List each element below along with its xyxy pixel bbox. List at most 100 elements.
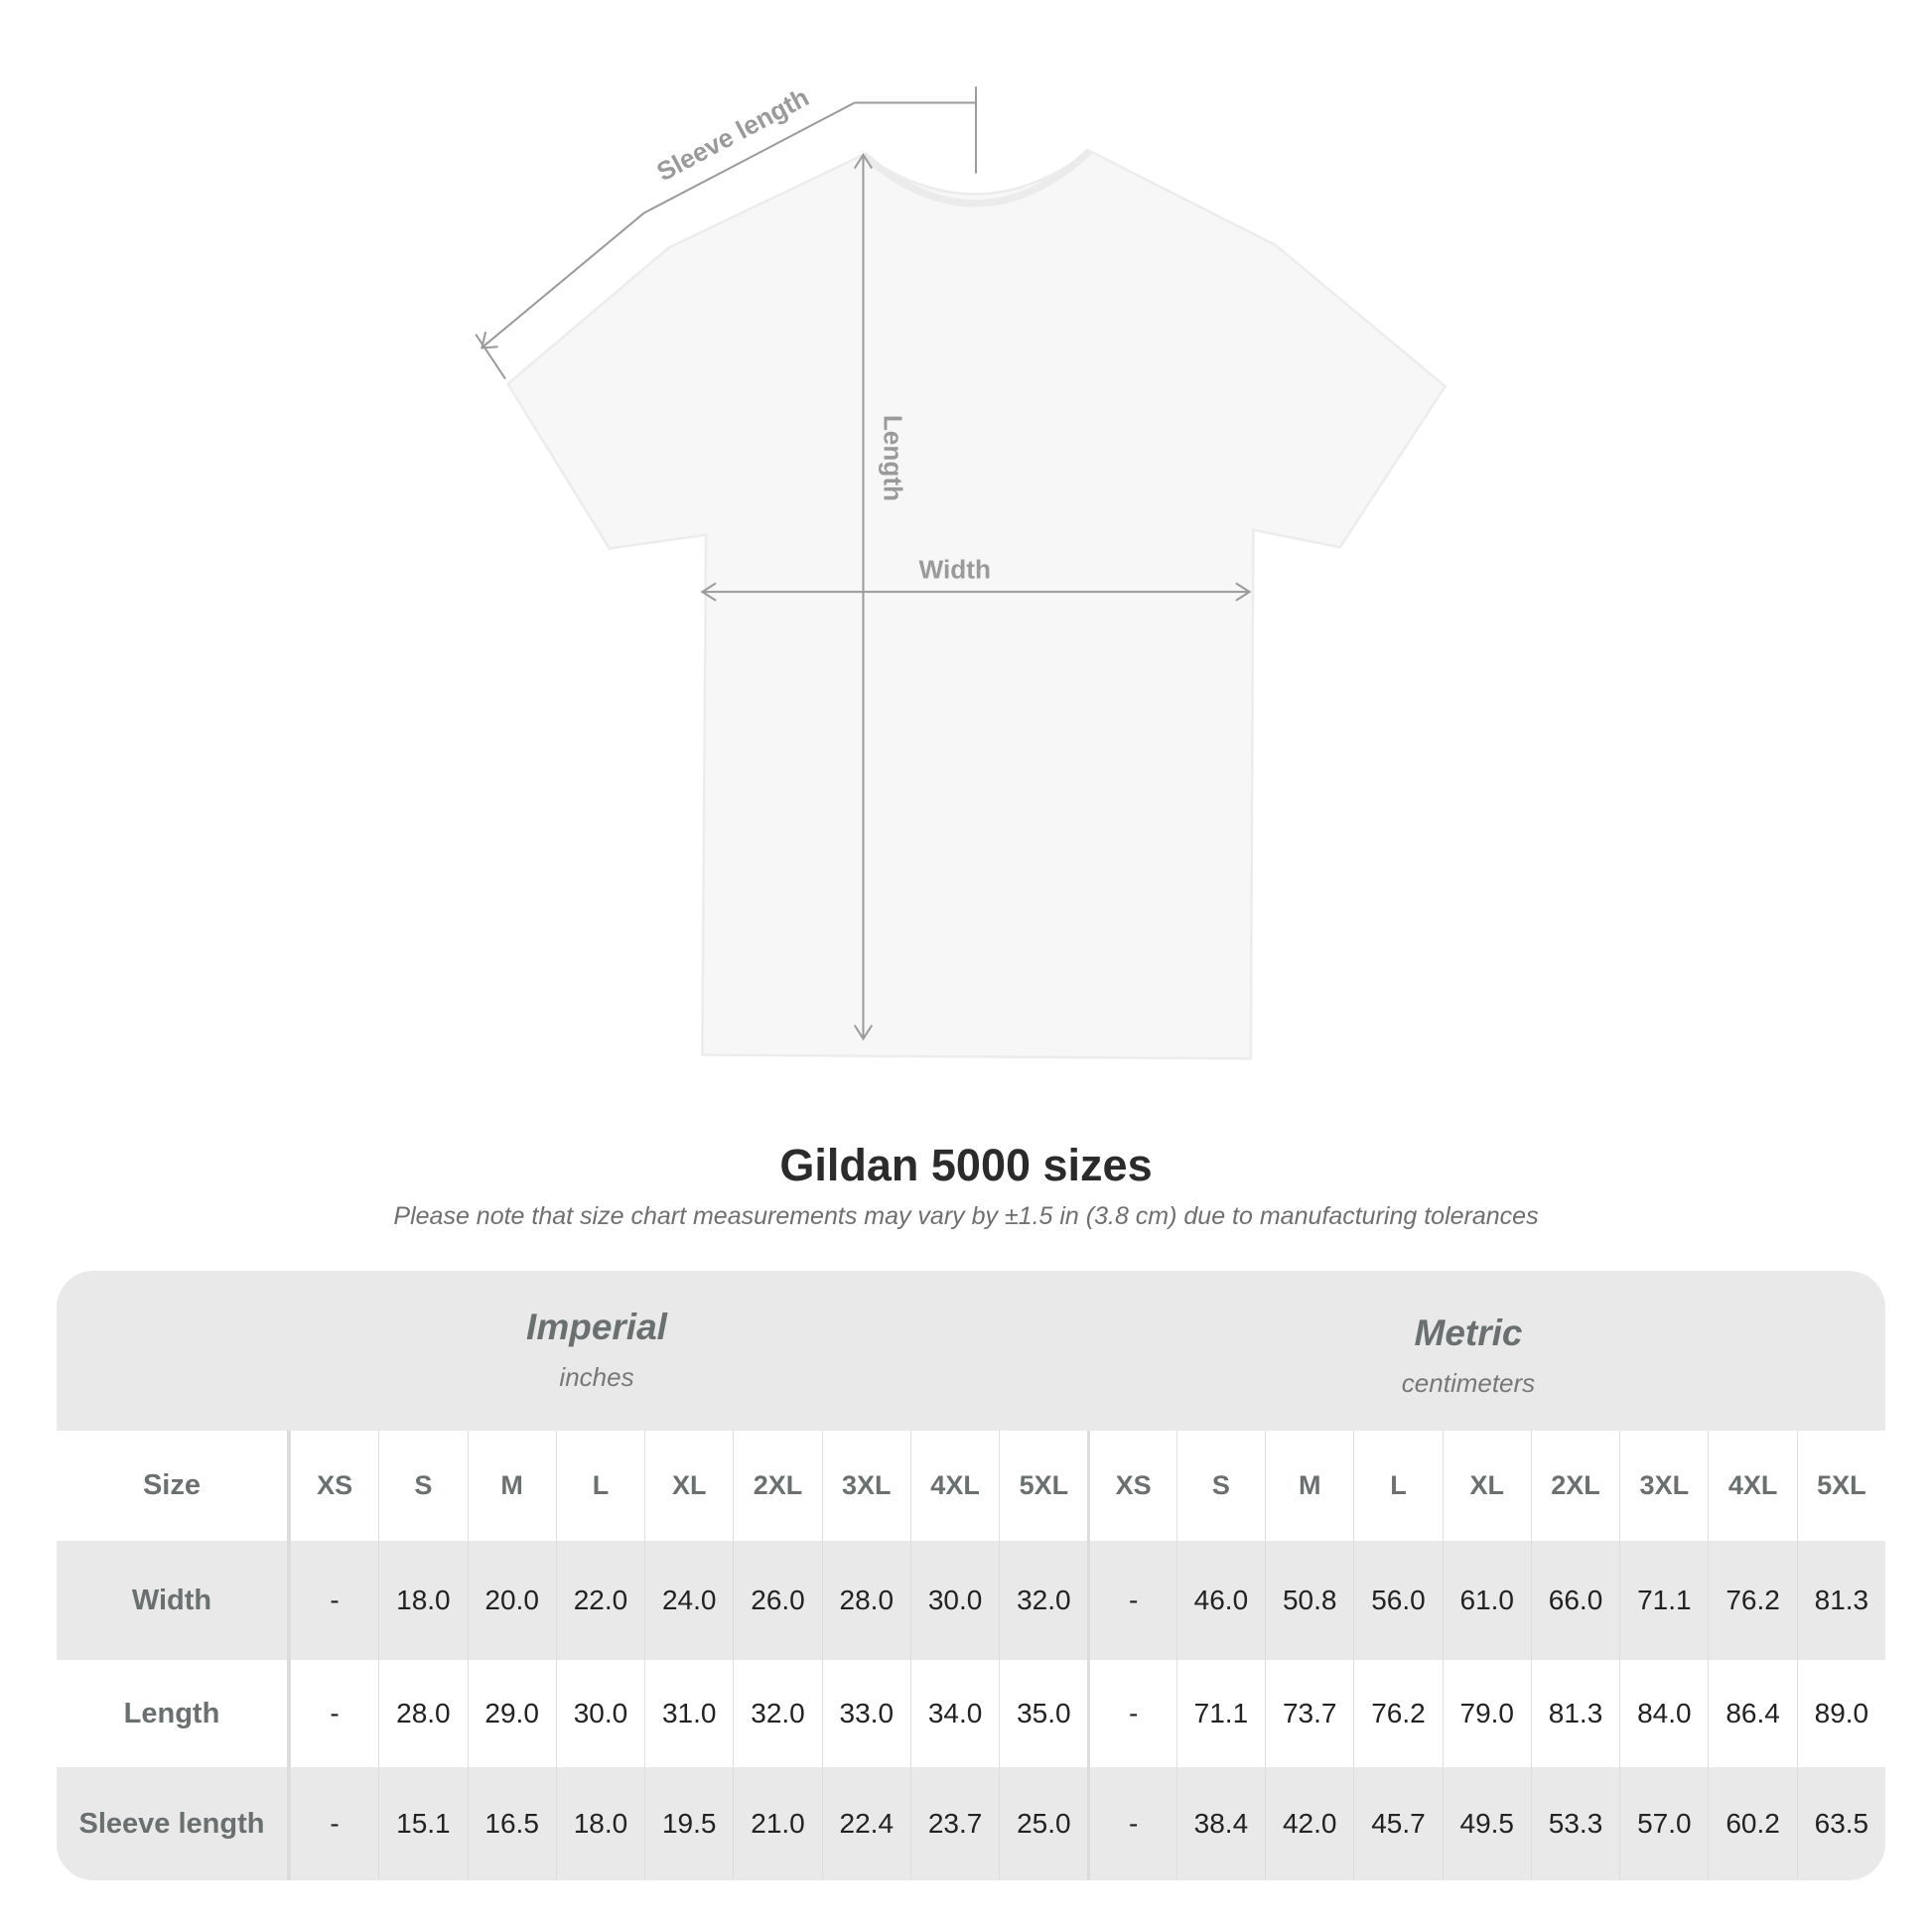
imperial-value: 22.0 <box>555 1541 644 1660</box>
metric-value: 79.0 <box>1442 1660 1531 1767</box>
metric-value: 46.0 <box>1175 1541 1265 1660</box>
metric-value: 61.0 <box>1442 1541 1531 1660</box>
metric-value: 66.0 <box>1530 1541 1619 1660</box>
imperial-value: 22.4 <box>821 1767 910 1880</box>
metric-value: - <box>1087 1767 1175 1880</box>
metric-value: 84.0 <box>1619 1660 1708 1767</box>
imperial-value: 26.0 <box>733 1541 821 1660</box>
size-header-imperial: 3XL <box>821 1431 910 1541</box>
size-header-imperial: XS <box>289 1431 378 1541</box>
imperial-value: 23.7 <box>909 1767 999 1880</box>
table-row: Sleeve length -15.1 16.5 18.0 19.5 21.0 22.4 23… <box>57 1767 1885 1880</box>
tshirt-shape <box>505 149 1448 1060</box>
imperial-title: Imperial <box>526 1307 667 1347</box>
size-header-metric: XS <box>1087 1431 1175 1541</box>
imperial-value: 25.0 <box>999 1767 1087 1880</box>
imperial-value: 33.0 <box>821 1660 910 1767</box>
metric-title: Metric <box>1414 1312 1523 1353</box>
length-label: Length <box>879 415 908 501</box>
metric-header: Metric centimeters <box>1171 1312 1766 1399</box>
imperial-value: 28.0 <box>821 1541 910 1660</box>
tshirt-diagram: Sleeve length Length Width <box>475 82 1448 1060</box>
size-header-metric: S <box>1175 1431 1265 1541</box>
imperial-value: 32.0 <box>733 1660 821 1767</box>
sleeve-arrow <box>481 332 498 349</box>
metric-value: 81.3 <box>1530 1660 1619 1767</box>
metric-value: 50.8 <box>1265 1541 1353 1660</box>
metric-value: 38.4 <box>1175 1767 1265 1880</box>
imperial-unit: inches <box>559 1362 634 1392</box>
length-arrow-top <box>853 153 874 1041</box>
size-header-metric: 2XL <box>1530 1431 1619 1541</box>
metric-value: 81.3 <box>1796 1541 1885 1660</box>
collar <box>861 148 1093 207</box>
size-header-imperial: XL <box>644 1431 733 1541</box>
imperial-value: 16.5 <box>467 1767 556 1880</box>
width-label: Width <box>919 554 991 584</box>
unit-header-band <box>57 1271 1885 1431</box>
metric-value: 76.2 <box>1353 1660 1442 1767</box>
imperial-value: - <box>289 1767 378 1880</box>
metric-value: 56.0 <box>1353 1541 1442 1660</box>
size-label: Size <box>57 1431 290 1541</box>
imperial-value: 18.0 <box>378 1541 467 1660</box>
size-header-metric: L <box>1353 1431 1442 1541</box>
metric-value: 76.2 <box>1708 1541 1796 1660</box>
imperial-value: 30.0 <box>555 1660 644 1767</box>
row-label: Width <box>57 1541 290 1660</box>
imperial-value: - <box>289 1541 378 1660</box>
metric-value: 45.7 <box>1353 1767 1442 1880</box>
row-label: Length <box>57 1660 290 1767</box>
size-header-imperial: M <box>467 1431 556 1541</box>
metric-value: 57.0 <box>1619 1767 1708 1880</box>
imperial-value: 19.5 <box>644 1767 733 1880</box>
metric-value: 86.4 <box>1708 1660 1796 1767</box>
imperial-value: 28.0 <box>378 1660 467 1767</box>
metric-value: - <box>1087 1660 1175 1767</box>
imperial-value: 31.0 <box>644 1660 733 1767</box>
size-header-metric: XL <box>1442 1431 1531 1541</box>
size-table: Imperial inches Metric centimeters Size X… <box>57 1271 1885 1880</box>
size-header-row: Size XS S M L XL 2XL 3XL 4XL 5XL XS S M L XL 2XL 3XL 4XL 5… <box>57 1431 1885 1541</box>
imperial-header: Imperial inches <box>299 1307 895 1393</box>
metric-value: 49.5 <box>1442 1767 1531 1880</box>
imperial-value: 20.0 <box>467 1541 556 1660</box>
size-header-metric: M <box>1265 1431 1353 1541</box>
chart-title: Gildan 5000 sizes <box>779 1140 1153 1190</box>
size-header-imperial: 2XL <box>733 1431 821 1541</box>
imperial-value: 21.0 <box>733 1767 821 1880</box>
metric-value: 63.5 <box>1796 1767 1885 1880</box>
metric-unit: centimeters <box>1401 1368 1536 1398</box>
metric-value: 73.7 <box>1265 1660 1353 1767</box>
table-row: Width -18.0 20.0 22.0 24.0 26.0 28.0 30.0 32.0-4… <box>57 1541 1885 1660</box>
metric-value: 89.0 <box>1796 1660 1885 1767</box>
imperial-value: 35.0 <box>999 1660 1087 1767</box>
metric-value: - <box>1087 1541 1175 1660</box>
imperial-value: 34.0 <box>909 1660 999 1767</box>
sleeve-length-label: Sleeve length <box>652 82 814 188</box>
size-header-imperial: 5XL <box>999 1431 1087 1541</box>
metric-value: 53.3 <box>1530 1767 1619 1880</box>
metric-value: 60.2 <box>1708 1767 1796 1880</box>
imperial-value: 15.1 <box>378 1767 467 1880</box>
size-header-imperial: L <box>555 1431 644 1541</box>
imperial-value: 29.0 <box>467 1660 556 1767</box>
size-header-imperial: S <box>378 1431 467 1541</box>
imperial-value: 32.0 <box>999 1541 1087 1660</box>
sleeve-line <box>482 101 976 347</box>
imperial-value: - <box>289 1660 378 1767</box>
metric-value: 71.1 <box>1175 1660 1265 1767</box>
sleeve-tick-left <box>475 334 506 380</box>
imperial-value: 24.0 <box>644 1541 733 1660</box>
metric-value: 71.1 <box>1619 1541 1708 1660</box>
size-header-metric: 4XL <box>1708 1431 1796 1541</box>
size-header-metric: 3XL <box>1619 1431 1708 1541</box>
width-arrows <box>700 582 1252 602</box>
metric-value: 42.0 <box>1265 1767 1353 1880</box>
size-header-metric: 5XL <box>1796 1431 1885 1541</box>
imperial-value: 18.0 <box>555 1767 644 1880</box>
row-label: Sleeve length <box>57 1767 290 1880</box>
imperial-value: 30.0 <box>909 1541 999 1660</box>
table-row: Length -28.0 29.0 30.0 31.0 32.0 33.0 34.0 35.0-… <box>57 1660 1885 1767</box>
tolerance-note: Please note that size chart measurements… <box>393 1202 1539 1230</box>
